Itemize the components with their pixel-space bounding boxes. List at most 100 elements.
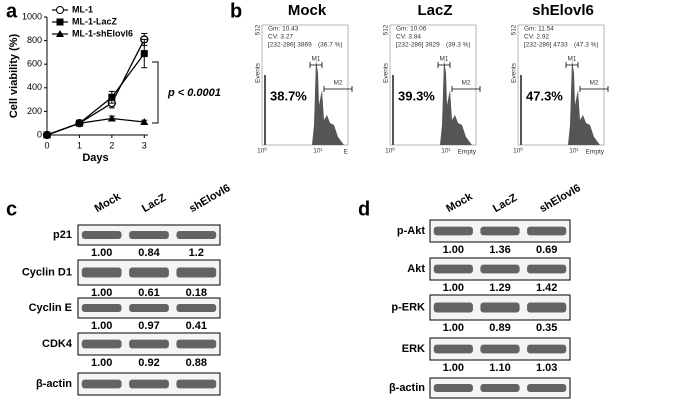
band bbox=[527, 384, 567, 392]
row-label: β-actin bbox=[36, 378, 72, 390]
y-tick-label: 200 bbox=[27, 106, 42, 116]
flow-stat: (36.7 %) bbox=[318, 42, 343, 49]
flow-stat: Gm: 10.43 bbox=[268, 26, 299, 33]
band bbox=[176, 339, 217, 349]
legend-label: ML-1 bbox=[72, 4, 93, 14]
band bbox=[129, 379, 169, 389]
y-tick-label: 1000 bbox=[22, 11, 42, 21]
band bbox=[176, 379, 217, 389]
flow-stat: (47.3 %) bbox=[574, 42, 599, 49]
band bbox=[81, 304, 122, 312]
flow-y-label: Events bbox=[383, 62, 390, 83]
x-tick-label: 1 bbox=[77, 140, 82, 150]
quant-value: 1.00 bbox=[443, 362, 464, 374]
series-line bbox=[46, 53, 145, 136]
significance-bracket bbox=[152, 61, 159, 124]
band bbox=[480, 226, 520, 236]
gate-label: M1 bbox=[311, 56, 320, 63]
quant-value: 1.29 bbox=[489, 282, 510, 294]
quant-value: 1.00 bbox=[91, 357, 112, 369]
y-tick-label: 800 bbox=[27, 35, 42, 45]
quant-value: 1.03 bbox=[536, 362, 557, 374]
band bbox=[527, 302, 567, 313]
quant-value: 1.00 bbox=[443, 244, 464, 256]
quant-value: 0.35 bbox=[536, 322, 557, 334]
quant-value: 0.92 bbox=[138, 357, 159, 369]
x-tick-label: 0 bbox=[44, 140, 49, 150]
band bbox=[480, 384, 520, 392]
band bbox=[480, 264, 520, 274]
quant-value: 1.36 bbox=[489, 244, 510, 256]
gate-label: M2 bbox=[333, 80, 342, 87]
flow-frame bbox=[517, 24, 605, 146]
flow-x-tick: 10¹ bbox=[569, 148, 579, 155]
point bbox=[140, 50, 148, 58]
flow-percent: 47.3% bbox=[526, 88, 563, 103]
quant-value: 1.00 bbox=[443, 322, 464, 334]
point bbox=[43, 131, 51, 138]
flow-percent: 39.3% bbox=[398, 88, 435, 103]
lane-label: shElovl6 bbox=[538, 182, 583, 215]
flow-histogram bbox=[392, 60, 472, 145]
flow-x-tick: 10⁰ bbox=[385, 147, 395, 155]
quant-value: 1.42 bbox=[536, 282, 557, 294]
flow-histogram bbox=[264, 60, 344, 145]
row-label: β-actin bbox=[389, 382, 425, 394]
band bbox=[433, 344, 473, 354]
flow-stat: [232-286] 3929 bbox=[396, 42, 440, 49]
row-label: CDK4 bbox=[42, 338, 73, 350]
quant-value: 1.2 bbox=[189, 247, 204, 259]
flow-x-tick: 10¹ bbox=[313, 148, 323, 155]
panel-label: c bbox=[6, 198, 17, 220]
quant-value: 1.10 bbox=[489, 362, 510, 374]
flow-stat: Gm: 11.54 bbox=[524, 26, 554, 33]
row-label: p-Akt bbox=[397, 225, 425, 237]
flow-percent: 38.7% bbox=[270, 88, 307, 103]
y-tick-label: 400 bbox=[27, 82, 42, 92]
gate-label: M1 bbox=[439, 56, 448, 63]
band bbox=[527, 226, 567, 236]
band bbox=[480, 344, 520, 354]
row-label: Akt bbox=[407, 263, 425, 275]
quant-value: 1.00 bbox=[91, 320, 112, 332]
band bbox=[81, 267, 122, 278]
quant-value: 1.00 bbox=[91, 287, 112, 299]
point bbox=[140, 118, 149, 126]
panel-label: b bbox=[230, 0, 242, 22]
lane-label: shElovl6 bbox=[187, 182, 232, 215]
lane-label: Mock bbox=[444, 190, 475, 215]
band bbox=[176, 231, 217, 239]
y-tick-label: 600 bbox=[27, 59, 42, 69]
band bbox=[433, 226, 473, 236]
annotation: p < 0.0001 bbox=[167, 87, 221, 99]
gate-m1 bbox=[309, 62, 323, 68]
band bbox=[129, 339, 169, 349]
band bbox=[176, 304, 217, 312]
band bbox=[433, 384, 473, 392]
y-axis-label: Cell viability (%) bbox=[8, 33, 20, 118]
quant-value: 0.41 bbox=[186, 320, 207, 332]
row-label: Cyclin E bbox=[29, 302, 72, 314]
flow-y-top: 512 bbox=[383, 24, 390, 35]
gate-label: M2 bbox=[589, 80, 598, 87]
x-axis-label: Days bbox=[82, 152, 108, 164]
gate-m2 bbox=[451, 86, 481, 92]
gate-m1 bbox=[437, 62, 451, 68]
quant-value: 0.84 bbox=[138, 247, 160, 259]
quant-value: 0.18 bbox=[186, 287, 207, 299]
band bbox=[433, 302, 473, 313]
quant-value: 1.00 bbox=[443, 282, 464, 294]
series-line bbox=[46, 117, 145, 136]
gate-m2 bbox=[579, 86, 609, 92]
lane-label: LacZ bbox=[140, 192, 168, 215]
flow-y-top: 512 bbox=[255, 24, 262, 35]
gate-label: M1 bbox=[567, 56, 576, 63]
gate-m1 bbox=[565, 62, 579, 68]
band bbox=[81, 231, 122, 239]
flow-stat: (39.3 %) bbox=[446, 42, 471, 49]
legend-label: ML-1-LacZ bbox=[72, 16, 118, 26]
panel-label: a bbox=[6, 0, 18, 22]
flow-stat: [232-286] 4733 bbox=[524, 42, 568, 49]
band bbox=[129, 231, 169, 239]
gate-m2 bbox=[323, 86, 353, 92]
